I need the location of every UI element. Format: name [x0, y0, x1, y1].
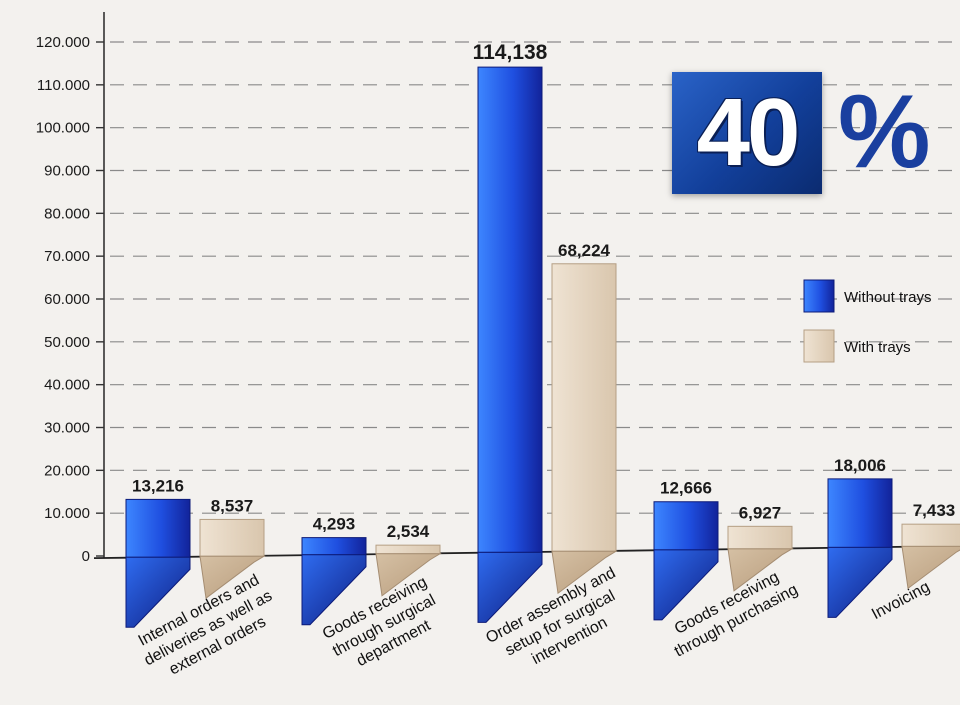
data-label: 6,927 [739, 503, 782, 522]
bar-without-trays [125, 498, 191, 558]
data-label: 7,433 [913, 501, 956, 520]
legend-label-without-trays: Without trays [844, 289, 932, 306]
axis-layer: 0 10.000 20.000 30.000 40.000 50.000 60.000 70.… [36, 12, 956, 565]
y-tick-label: 90.000 [44, 163, 90, 180]
badge-percent-symbol: % [838, 74, 931, 190]
percent-badge: 40 [672, 72, 822, 194]
badge-number: 40 [696, 79, 801, 186]
data-label: 68,224 [558, 241, 611, 260]
bar-with-trays-base [901, 545, 960, 590]
y-tick-label: 70.000 [44, 248, 90, 265]
y-tick-label: 50.000 [44, 334, 90, 351]
bar-without-trays-base [827, 546, 893, 618]
legend-swatch-without-trays [803, 279, 835, 313]
y-tick-label: 30.000 [44, 420, 90, 437]
bar-with-trays-base [727, 548, 794, 592]
y-tick-label: 60.000 [44, 291, 90, 308]
bar-without-trays-base [653, 549, 719, 621]
legend-swatch-with-trays [803, 329, 835, 363]
bar-without-trays [827, 478, 893, 548]
y-tick-label: 80.000 [44, 205, 90, 222]
legend-label-with-trays: With trays [844, 339, 911, 356]
bar-with-trays [901, 523, 960, 547]
bar-without-trays-base [125, 556, 191, 628]
data-label: 18,006 [834, 456, 886, 475]
bar-without-trays [477, 66, 543, 553]
bar-with-trays-base [375, 553, 442, 597]
category-label: Invoicing [869, 579, 933, 624]
bar-with-trays-base [551, 550, 618, 595]
bar-without-trays [653, 501, 719, 551]
category-label-line: Invoicing [869, 579, 933, 624]
y-tick-label: 120.000 [36, 34, 90, 51]
bar-with-trays [551, 263, 617, 552]
data-label: 2,534 [387, 522, 430, 541]
y-tick-label: 100.000 [36, 120, 90, 137]
bar-with-trays [727, 525, 793, 550]
bar-without-trays-base [301, 554, 367, 626]
data-label: 13,216 [132, 476, 184, 495]
bar-without-trays [301, 537, 367, 556]
y-tick-label: 20.000 [44, 462, 90, 479]
data-label: 114,138 [473, 41, 548, 64]
bars-layer [125, 66, 960, 628]
data-label: 4,293 [313, 515, 356, 534]
y-tick-label: 0 [82, 548, 90, 565]
bar-with-trays [375, 544, 441, 555]
data-label: 12,666 [660, 479, 712, 498]
data-label: 8,537 [211, 496, 254, 515]
bar-with-trays [199, 518, 265, 557]
bar-without-trays-base [477, 551, 543, 623]
y-tick-label: 110.000 [37, 77, 90, 94]
legend: Without trays With trays [803, 279, 932, 363]
y-tick-label: 10.000 [44, 505, 90, 522]
bar-with-trays-base [199, 555, 266, 600]
y-tick-label: 40.000 [44, 377, 90, 394]
